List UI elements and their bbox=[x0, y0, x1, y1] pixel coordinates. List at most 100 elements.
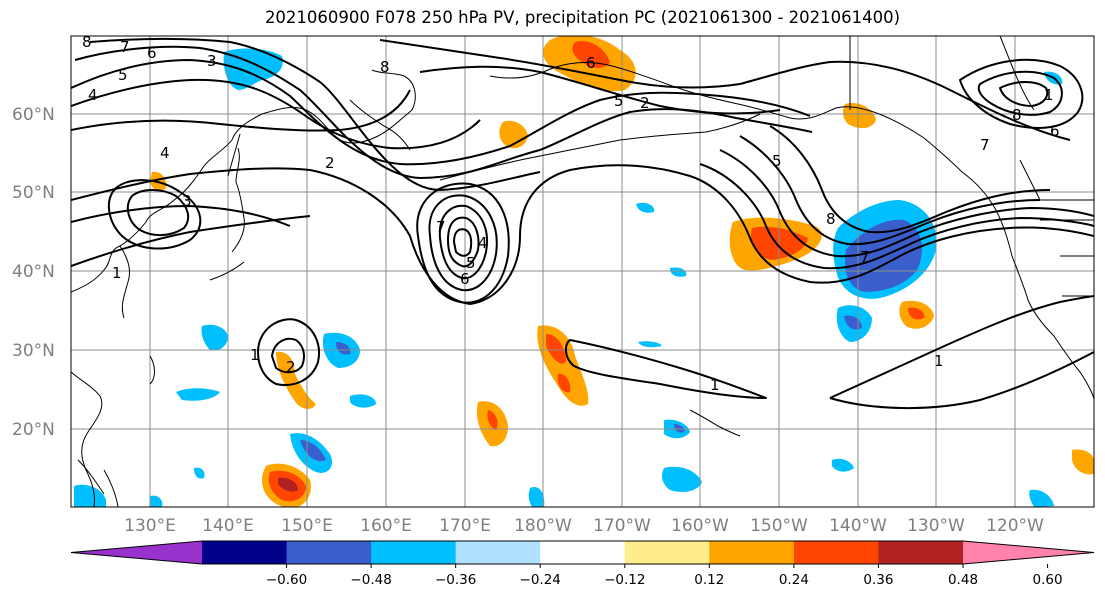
map-frame bbox=[70, 35, 1095, 508]
contour-label: 6 bbox=[460, 270, 470, 288]
contour-label: 5 bbox=[772, 152, 782, 170]
pv-contour bbox=[71, 205, 291, 227]
contour-label: 5 bbox=[614, 92, 624, 110]
contour-label: 8 bbox=[826, 210, 836, 228]
coastline-aleutians bbox=[439, 113, 761, 181]
colorbar-segment bbox=[793, 541, 879, 564]
precip-blob-positive bbox=[546, 334, 566, 364]
contour-labels: 8 7 6 5 4 3 8 2 6 5 4 3 2 1 7 6 5 4 1 2 … bbox=[82, 33, 1060, 394]
colorbar-tick-label: 0.36 bbox=[863, 572, 893, 588]
contour-label: 6 bbox=[1050, 122, 1060, 140]
precip-blob-positive bbox=[557, 373, 571, 393]
pv-contours bbox=[71, 38, 1094, 410]
lon-label: 130°W bbox=[907, 516, 965, 536]
contour-label: 8 bbox=[380, 58, 390, 76]
colorbar-extend-max bbox=[963, 541, 1094, 564]
lon-label: 150°W bbox=[750, 516, 808, 536]
lat-label: 50°N bbox=[12, 183, 55, 203]
lon-label: 180°W bbox=[514, 516, 572, 536]
precip-blob-negative bbox=[350, 394, 376, 408]
contour-label: 4 bbox=[88, 86, 98, 104]
pv-contour bbox=[71, 215, 311, 267]
colorbar-segment bbox=[371, 541, 457, 564]
coastline-kamchatka bbox=[349, 99, 411, 151]
pv-contour bbox=[509, 91, 811, 147]
pv-contour bbox=[739, 135, 1041, 246]
coastline-philippines bbox=[77, 459, 119, 507]
colorbar-outline bbox=[70, 540, 1095, 565]
coastline-alaska bbox=[489, 62, 997, 211]
contour-label: 2 bbox=[286, 358, 296, 376]
colorbar-tick-label: 0.24 bbox=[779, 572, 809, 588]
pv-contour bbox=[719, 149, 1094, 258]
colorbar-extend-min bbox=[71, 541, 202, 564]
colorbar-tick-label: 0.12 bbox=[694, 572, 724, 588]
contour-label: 6 bbox=[586, 54, 596, 72]
pv-contour bbox=[379, 39, 741, 89]
colorbar-segment bbox=[202, 541, 288, 564]
precip-blob-positive bbox=[843, 102, 876, 129]
colorbar-segment bbox=[286, 541, 372, 564]
contour-label: 7 bbox=[120, 38, 130, 56]
precip-blob-negative bbox=[832, 458, 854, 472]
lon-labels: 130°E 140°E 150°E 160°E 170°E 180°W 170°… bbox=[124, 516, 1044, 536]
pv-contour bbox=[271, 337, 305, 374]
lat-label: 40°N bbox=[12, 262, 55, 282]
coastlines bbox=[71, 36, 1094, 507]
precip-blob-negative bbox=[201, 324, 228, 351]
precip-blob-negative bbox=[638, 341, 662, 348]
lat-labels: 60°N 50°N 40°N 30°N 20°N bbox=[12, 105, 55, 440]
colorbar-tick-label: −0.36 bbox=[435, 572, 476, 588]
pv-contour bbox=[89, 38, 541, 191]
precip-blob-negative bbox=[74, 484, 106, 507]
pv-contour bbox=[74, 45, 541, 179]
contour-label: 2 bbox=[640, 94, 650, 112]
precip-blob-negative bbox=[662, 466, 702, 492]
pv-contour bbox=[126, 189, 190, 236]
precip-blob-positive bbox=[1072, 449, 1094, 475]
coastline-hawaii bbox=[689, 409, 741, 437]
pv-contour bbox=[419, 65, 781, 115]
precip-blob-positive bbox=[278, 477, 298, 492]
pv-contour bbox=[71, 59, 511, 166]
precip-blob-negative bbox=[528, 486, 545, 507]
pv-contour bbox=[107, 179, 202, 250]
lat-label: 20°N bbox=[12, 420, 55, 440]
precip-blob-positive bbox=[908, 307, 925, 320]
contour-label: 3 bbox=[207, 52, 217, 70]
coastline-china-south bbox=[71, 371, 103, 507]
precip-blob-negative bbox=[176, 388, 220, 401]
pv-contour bbox=[447, 216, 480, 268]
lat-label: 60°N bbox=[12, 105, 55, 125]
pv-contour bbox=[959, 58, 1084, 129]
precip-blob-negative bbox=[670, 267, 687, 277]
precip-blob-positive bbox=[487, 410, 498, 430]
pv-contour bbox=[769, 125, 1051, 234]
precip-blob-negative bbox=[336, 342, 351, 355]
colorbar-tick-label: −0.60 bbox=[266, 572, 307, 588]
precip-blob-positive bbox=[499, 120, 528, 149]
contour-label: 2 bbox=[325, 154, 335, 172]
colorbar-segment bbox=[624, 541, 710, 564]
contour-label: 4 bbox=[160, 144, 170, 162]
pv-contour bbox=[71, 89, 411, 132]
colorbar-tick-label: −0.12 bbox=[604, 572, 645, 588]
pv-contour bbox=[699, 163, 1094, 270]
contour-label: 1 bbox=[934, 352, 944, 370]
coastline-asia bbox=[71, 69, 416, 293]
contour-label: 5 bbox=[466, 254, 476, 272]
precip-blob-positive bbox=[276, 351, 316, 409]
lon-label: 140°W bbox=[829, 516, 887, 536]
coastline-sakhalin bbox=[227, 133, 241, 177]
precip-blob-negative bbox=[150, 495, 163, 507]
pv-contour bbox=[829, 295, 1094, 410]
colorbar-segment bbox=[455, 541, 541, 564]
precip-blob-negative bbox=[223, 48, 283, 90]
contour-label: 3 bbox=[182, 192, 192, 210]
coastline-japan bbox=[209, 147, 245, 281]
pv-contour bbox=[438, 204, 488, 280]
colorbar-tick-label: 0.60 bbox=[1033, 572, 1063, 588]
pv-contour bbox=[71, 78, 481, 150]
contour-label: 8 bbox=[82, 33, 92, 51]
